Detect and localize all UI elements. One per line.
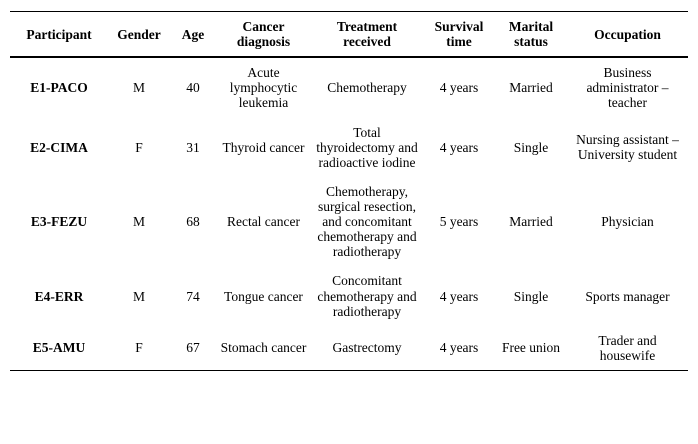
cell-survival: 4 years bbox=[439, 340, 479, 356]
cell-survival: 4 years bbox=[439, 139, 479, 155]
table-row: E4-ERR M 74 Tongue cancer Concomitant ch… bbox=[10, 266, 688, 325]
cell-participant: E1-PACO bbox=[30, 80, 88, 96]
cell-gender: M bbox=[132, 214, 145, 230]
header-survival-time: Survival time bbox=[423, 11, 495, 59]
cell-survival: 4 years bbox=[439, 80, 479, 96]
cell-participant: E4-ERR bbox=[34, 288, 84, 304]
cell-occupation: Business administrator – teacher bbox=[586, 65, 669, 111]
cell-marital: Married bbox=[509, 214, 553, 230]
table-header-row: Participant Gender Age Cancer diagnosis … bbox=[10, 11, 688, 59]
table-row: E2-CIMA F 31 Thyroid cancer Total thyroi… bbox=[10, 118, 688, 177]
cell-diagnosis: Acute lymphocytic leukemia bbox=[229, 65, 298, 111]
cell-treatment: Chemotherapy, surgical resection, and co… bbox=[317, 183, 417, 260]
cell-occupation: Sports manager bbox=[585, 288, 670, 304]
header-cancer-diagnosis: Cancer diagnosis bbox=[216, 11, 311, 59]
table-row: E5-AMU F 67 Stomach cancer Gastrectomy 4… bbox=[10, 326, 688, 371]
cell-gender: F bbox=[135, 139, 143, 155]
cell-age: 68 bbox=[186, 214, 200, 230]
cell-treatment: Chemotherapy bbox=[327, 80, 407, 96]
cell-marital: Free union bbox=[501, 340, 561, 356]
cell-participant: E5-AMU bbox=[32, 340, 86, 356]
header-marital-status: Marital status bbox=[495, 11, 567, 59]
header-occupation: Occupation bbox=[567, 11, 688, 59]
cell-marital: Single bbox=[513, 139, 549, 155]
cell-participant: E2-CIMA bbox=[30, 139, 88, 155]
cell-age: 40 bbox=[186, 80, 200, 96]
cell-age: 31 bbox=[186, 139, 200, 155]
cell-occupation: Nursing assistant – University student bbox=[576, 132, 679, 163]
table-row: E3-FEZU M 68 Rectal cancer Chemotherapy,… bbox=[10, 177, 688, 267]
header-participant: Participant bbox=[10, 11, 108, 59]
cell-survival: 5 years bbox=[439, 214, 479, 230]
cell-age: 74 bbox=[186, 288, 200, 304]
cell-diagnosis: Thyroid cancer bbox=[222, 139, 305, 155]
cell-diagnosis: Stomach cancer bbox=[220, 340, 307, 356]
cell-diagnosis: Rectal cancer bbox=[226, 214, 301, 230]
cell-gender: M bbox=[132, 80, 145, 96]
cell-survival: 4 years bbox=[439, 288, 479, 304]
cell-treatment: Total thyroidectomy and radioactive iodi… bbox=[316, 124, 418, 170]
cell-treatment: Concomitant chemotherapy and radiotherap… bbox=[317, 273, 417, 319]
participants-table: Participant Gender Age Cancer diagnosis … bbox=[10, 11, 688, 371]
table-row: E1-PACO M 40 Acute lymphocytic leukemia … bbox=[10, 57, 688, 117]
cell-gender: F bbox=[135, 340, 143, 356]
cell-age: 67 bbox=[186, 340, 200, 356]
cell-diagnosis: Tongue cancer bbox=[224, 288, 303, 304]
cell-treatment: Gastrectomy bbox=[332, 340, 402, 356]
header-gender: Gender bbox=[108, 11, 170, 59]
header-treatment-received: Treatment received bbox=[311, 11, 423, 59]
cell-marital: Single bbox=[513, 288, 549, 304]
header-age: Age bbox=[170, 11, 216, 59]
cell-occupation: Physician bbox=[601, 214, 654, 230]
cell-marital: Married bbox=[509, 80, 553, 96]
cell-occupation: Trader and housewife bbox=[598, 332, 657, 363]
cell-gender: M bbox=[132, 288, 145, 304]
cell-participant: E3-FEZU bbox=[30, 214, 88, 230]
